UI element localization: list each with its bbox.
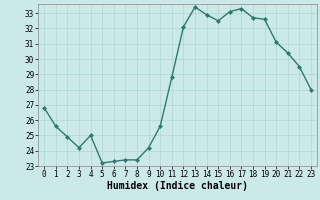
X-axis label: Humidex (Indice chaleur): Humidex (Indice chaleur) — [107, 181, 248, 191]
